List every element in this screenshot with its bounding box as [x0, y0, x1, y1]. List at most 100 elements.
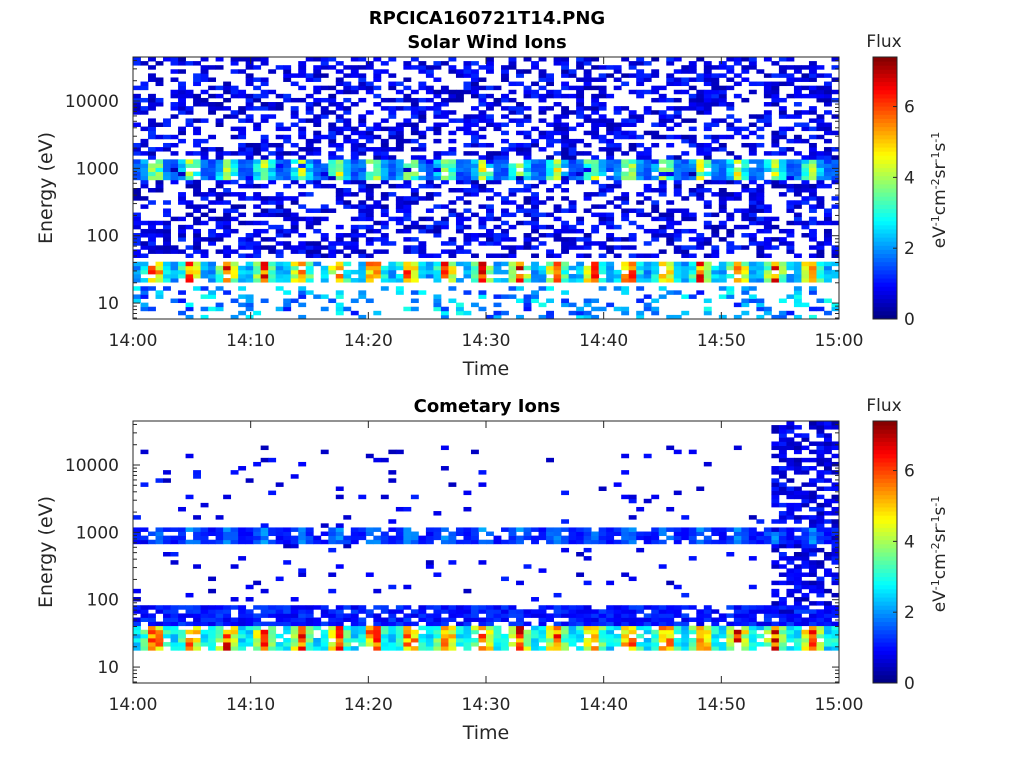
heatmap-cell — [313, 625, 322, 631]
heatmap-cell — [801, 605, 810, 610]
heatmap-cell — [208, 228, 217, 234]
heatmap-cell — [298, 192, 307, 197]
heatmap-cell — [253, 261, 262, 267]
heatmap-cell — [380, 625, 389, 631]
heatmap-cell — [546, 646, 554, 651]
heatmap-cell — [628, 494, 637, 500]
heatmap-cell — [395, 126, 404, 132]
heatmap-cell — [696, 245, 705, 250]
heatmap-cell — [786, 188, 795, 193]
heatmap-cell — [148, 65, 156, 70]
heatmap-cell — [531, 175, 539, 181]
heatmap-cell — [388, 81, 397, 87]
heatmap-cell — [561, 527, 570, 532]
heatmap-cell — [546, 122, 554, 127]
heatmap-cell — [260, 81, 269, 87]
heatmap-cell — [681, 163, 690, 168]
heatmap-cell — [681, 621, 690, 627]
heatmap-cell — [673, 535, 682, 541]
heatmap-cell — [425, 97, 434, 103]
heatmap-cell — [741, 77, 750, 82]
heatmap-cell — [163, 142, 171, 148]
heatmap-cell — [771, 183, 780, 189]
heatmap-cell — [703, 142, 712, 148]
heatmap-cell — [718, 617, 727, 622]
heatmap-cell — [155, 261, 164, 267]
heatmap-cell — [823, 621, 832, 627]
heatmap-cell — [238, 110, 247, 115]
colorbar-segment — [873, 613, 897, 618]
heatmap-cell — [778, 646, 787, 651]
heatmap-cell — [703, 527, 712, 532]
heatmap-cell — [335, 126, 344, 132]
heatmap-cell — [598, 73, 607, 78]
heatmap-cell — [148, 171, 156, 177]
heatmap-cell — [440, 269, 449, 275]
heatmap-cell — [470, 253, 479, 258]
heatmap-cell — [298, 155, 307, 160]
colorbar-segment — [873, 85, 897, 91]
heatmap-cell — [688, 269, 697, 275]
heatmap-cell — [245, 642, 254, 647]
heatmap-cell — [538, 273, 547, 279]
heatmap-cell — [591, 102, 600, 107]
colorbar-frame — [872, 420, 898, 684]
heatmap-cell — [170, 163, 179, 168]
heatmap-cell — [666, 73, 675, 78]
heatmap-cell — [170, 527, 179, 532]
heatmap-cell — [688, 449, 697, 455]
heatmap-cell — [320, 57, 329, 62]
heatmap-cell — [335, 233, 344, 238]
heatmap-cell — [561, 613, 570, 618]
heatmap-cell — [245, 81, 254, 87]
heatmap-cell — [831, 535, 840, 541]
heatmap-cell — [808, 73, 817, 78]
heatmap-cell — [455, 97, 464, 103]
heatmap-cell — [343, 646, 352, 651]
heatmap-cell — [380, 155, 389, 160]
colorbar-segment — [873, 81, 897, 87]
heatmap-cell — [215, 637, 224, 643]
heatmap-cell — [696, 192, 705, 197]
heatmap-cell — [823, 486, 832, 491]
heatmap-cell — [238, 273, 247, 279]
heatmap-cell — [741, 265, 750, 271]
heatmap-cell — [328, 102, 337, 107]
heatmap-cell — [238, 175, 247, 181]
heatmap-cell — [238, 642, 247, 647]
heatmap-cell — [373, 220, 382, 226]
heatmap-cell — [208, 269, 217, 275]
heatmap-cell — [313, 167, 322, 173]
heatmap-cell — [448, 110, 457, 115]
heatmap-cell — [621, 163, 630, 168]
heatmap-cell — [298, 261, 307, 267]
heatmap-cell — [628, 629, 637, 635]
colorbar-segment — [873, 564, 897, 569]
heatmap-cell — [763, 253, 772, 258]
heatmap-cell — [793, 646, 802, 651]
heatmap-cell — [178, 224, 186, 230]
heatmap-cell — [260, 523, 269, 528]
heatmap-cell — [531, 228, 539, 234]
heatmap-cell — [771, 498, 780, 504]
heatmap-cell — [613, 106, 622, 111]
heatmap-cell — [553, 118, 562, 123]
heatmap-cell — [365, 204, 374, 209]
heatmap-cell — [711, 212, 720, 218]
heatmap-cell — [290, 114, 299, 119]
heatmap-cell — [778, 269, 787, 275]
heatmap-cell — [688, 163, 697, 168]
heatmap-cell — [290, 245, 299, 250]
heatmap-cell — [305, 605, 314, 610]
heatmap-cell — [305, 621, 314, 627]
heatmap-cell — [350, 151, 359, 156]
colorbar-segment — [873, 167, 897, 173]
heatmap-cell — [778, 261, 787, 267]
colorbar-segment — [873, 527, 897, 533]
colorbar-segment — [873, 278, 897, 283]
heatmap-cell — [771, 490, 780, 496]
heatmap-cell — [598, 531, 607, 537]
heatmap-cell — [583, 278, 592, 283]
x-tick-label: 14:30 — [462, 331, 511, 351]
heatmap-cell — [178, 273, 186, 279]
